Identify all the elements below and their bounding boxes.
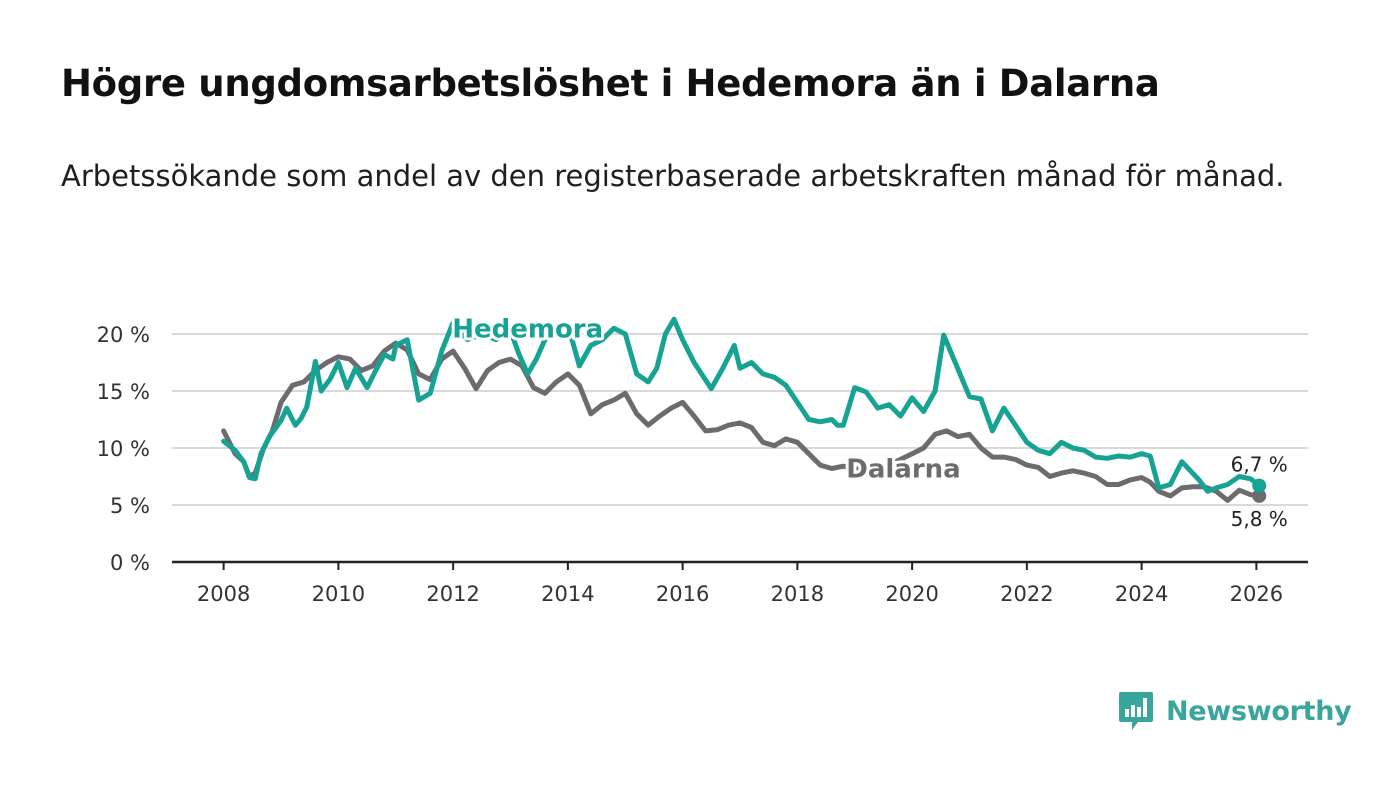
chart-subtitle: Arbetssökande som andel av den registerb…: [61, 159, 1285, 193]
x-tick-label: 2022: [1000, 582, 1053, 606]
newsworthy-logo: Newsworthy: [1118, 690, 1352, 732]
y-tick-label: 15 %: [97, 380, 150, 404]
end-point-dalarna: [1252, 488, 1267, 503]
end-value-label-dalarna: 5,8 %: [1231, 507, 1288, 531]
series-label-hedemora: Hedemora: [452, 314, 603, 344]
x-tick-label: 2012: [426, 582, 479, 606]
x-tick-label: 2010: [312, 582, 365, 606]
line-chart: 0 %5 %10 %15 %20 % 2008 2010 2012 2014 2016 2…: [96, 311, 1308, 606]
chart-title: Högre ungdomsarbetslöshet i Hedemora än …: [61, 62, 1160, 105]
x-axis-ticks: 2008 2010 2012 2014 2016 2018 2020 2022 2024 2026: [197, 562, 1283, 606]
newsworthy-logo-text: Newsworthy: [1166, 695, 1352, 727]
y-tick-label: 20 %: [97, 323, 150, 347]
y-tick-label: 0 %: [110, 551, 150, 575]
x-tick-label: 2024: [1115, 582, 1168, 606]
x-tick-label: 2018: [771, 582, 824, 606]
y-tick-label: 5 %: [110, 494, 150, 518]
newsworthy-logo-icon: [1119, 692, 1153, 730]
end-point-hedemora: [1252, 478, 1267, 493]
series-line-hedemora: [221, 316, 1262, 494]
series-label-dalarna: Dalarna: [846, 455, 960, 485]
end-value-label-hedemora: 6,7 %: [1231, 453, 1288, 477]
y-tick-label: 10 %: [97, 437, 150, 461]
x-tick-label: 2008: [197, 582, 250, 606]
x-tick-label: 2014: [541, 582, 594, 606]
x-tick-label: 2020: [885, 582, 938, 606]
y-axis-ticks: 0 % 5 % 10 % 15 % 20 %: [97, 323, 150, 575]
x-tick-label: 2016: [656, 582, 709, 606]
grid-lines: [172, 333, 1308, 506]
series-lines: [221, 316, 1267, 503]
x-tick-label: 2026: [1230, 582, 1283, 606]
series-line-dalarna: [221, 340, 1262, 503]
series-labels: Hedemora Dalarna 6,7 % 5,8 %: [449, 311, 1288, 531]
